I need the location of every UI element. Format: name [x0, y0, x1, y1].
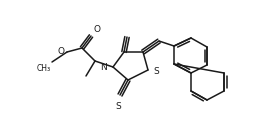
Text: CH₃: CH₃	[37, 64, 51, 73]
Text: O: O	[94, 25, 101, 34]
Text: N: N	[100, 63, 107, 72]
Text: S: S	[153, 67, 159, 76]
Text: S: S	[115, 102, 121, 111]
Text: O: O	[57, 48, 64, 56]
